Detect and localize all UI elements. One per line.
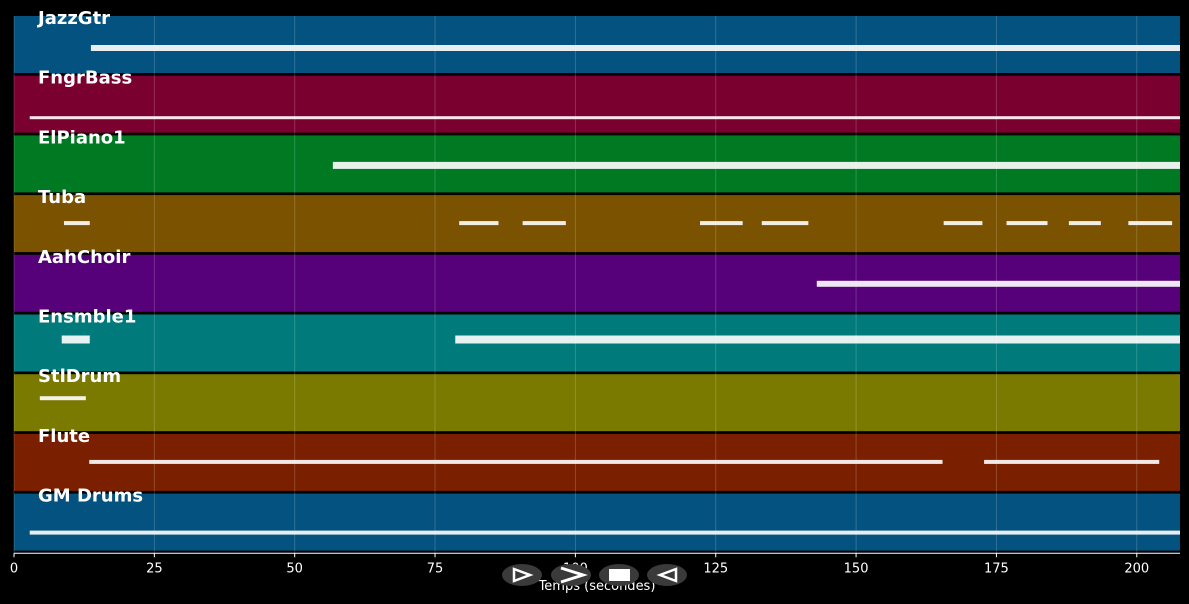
x-tick-label: 150 xyxy=(844,561,869,576)
track-background xyxy=(14,16,1180,73)
fast-forward-button[interactable] xyxy=(551,564,591,586)
track-label: Flute xyxy=(38,426,90,447)
note-span xyxy=(700,221,743,226)
track-label: Tuba xyxy=(38,187,86,208)
note-span xyxy=(61,335,90,344)
note-span xyxy=(522,221,566,226)
note-span xyxy=(761,221,809,226)
x-tick-label: 50 xyxy=(286,561,303,576)
track-background xyxy=(14,493,1180,551)
track-label: Ensmble1 xyxy=(38,307,136,328)
note-span xyxy=(39,396,86,401)
track-label: StlDrum xyxy=(38,366,121,387)
x-tick-label: 25 xyxy=(146,561,163,576)
note-span xyxy=(943,221,983,226)
note-span xyxy=(89,459,943,464)
tracks: JazzGtr FngrBass ElPiano1 Tuba AahChoir Ensmb… xyxy=(14,8,1181,551)
note-span xyxy=(984,459,1160,464)
x-tick-label: 200 xyxy=(1124,561,1149,576)
track-background xyxy=(14,374,1180,432)
note-span xyxy=(63,221,90,226)
track-label: ElPiano1 xyxy=(38,127,126,148)
note-span xyxy=(1006,221,1048,226)
track-background xyxy=(14,75,1180,133)
x-tick-label: 75 xyxy=(427,561,444,576)
play-button[interactable] xyxy=(502,564,542,586)
controls xyxy=(502,564,687,586)
note-span xyxy=(29,530,1180,535)
rewind-button[interactable] xyxy=(647,564,687,586)
x-tick-label: 175 xyxy=(984,561,1009,576)
stop-button[interactable] xyxy=(599,564,639,586)
track-label: JazzGtr xyxy=(36,8,110,29)
x-tick-label: 125 xyxy=(703,561,728,576)
note-span xyxy=(1128,221,1173,226)
track-background xyxy=(14,195,1180,253)
track-label: GM Drums xyxy=(38,486,143,507)
note-span xyxy=(332,161,1181,169)
note-span xyxy=(90,45,1181,51)
x-tick-label: 0 xyxy=(10,561,18,576)
track-label: FngrBass xyxy=(38,68,132,89)
note-span xyxy=(459,221,499,226)
note-span xyxy=(816,280,1180,287)
note-span xyxy=(29,116,1180,120)
note-span xyxy=(1068,221,1101,226)
track-label: AahChoir xyxy=(38,247,130,268)
note-span xyxy=(455,335,1180,344)
